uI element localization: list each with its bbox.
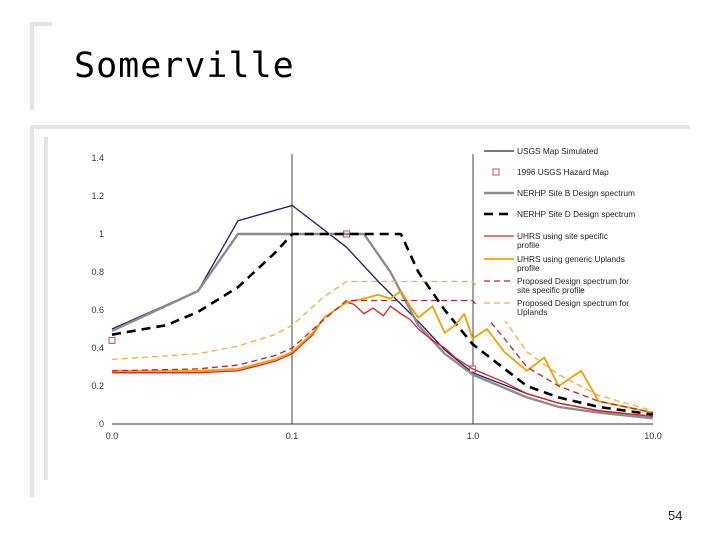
y-tick-label: 0.6 [91,305,104,315]
legend-entry: NERHP Site B Design spectrum [517,188,635,198]
x-tick-label: 10.0 [644,431,662,441]
legend-entry: 1996 USGS Hazard Map [517,167,609,177]
left-decorative-bar-top [30,22,34,110]
y-tick-label: 1.4 [91,153,104,163]
series-line [111,232,654,416]
response-spectrum-chart: USGS Map Simulated 1996 USGS Hazard Map NE… [91,141,662,441]
hazard-map-marker [108,336,116,344]
legend-entry: Proposed Design spectrum for Uplands [517,298,629,317]
y-tick-label: 0.2 [91,381,104,391]
chart-panel: USGS Map Simulated 1996 USGS Hazard Map NE… [80,141,663,455]
legend-entry: UHRS using site specific profile [517,231,608,250]
legend-entry: Proposed Design spectrum for site specifi… [517,276,629,295]
legend-entry: NERHP Site D Design spectrum [517,209,635,219]
inner-decorative-bar [44,137,48,480]
series-line [111,232,654,420]
y-tick-label: 0 [99,419,104,429]
x-tick-label: 0.0 [106,431,119,441]
legend-entry: USGS Map Simulated [517,146,599,156]
page-number: 54 [668,508,683,523]
y-tick-label: 0.8 [91,267,104,277]
legend-swatch-marker [492,168,500,176]
legend-box [478,141,661,321]
series-line [112,290,654,414]
legend-entry: UHRS using generic Uplands profile [517,254,625,273]
middle-decorative-bar [30,125,690,129]
legend-layer: USGS Map Simulated 1996 USGS Hazard Map NE… [478,141,661,321]
y-tick-label: 1.2 [91,191,104,201]
series-line [112,301,653,418]
grid-layer [291,154,474,424]
series-layer [108,204,654,420]
axis-layer: 0 0.2 0.4 0.6 0.8 1 1.2 1.4 0.0 0.1 1.0 10.0 [91,153,661,441]
x-tick-label: 1.0 [467,431,480,441]
left-decorative-bar-bottom [30,125,34,497]
top-decorative-bar [30,22,52,26]
y-tick-label: 0.4 [91,343,104,353]
series-line [111,299,654,414]
slide-title: Somerville [74,46,295,86]
x-tick-label: 0.1 [286,431,299,441]
y-tick-label: 1 [99,229,104,239]
